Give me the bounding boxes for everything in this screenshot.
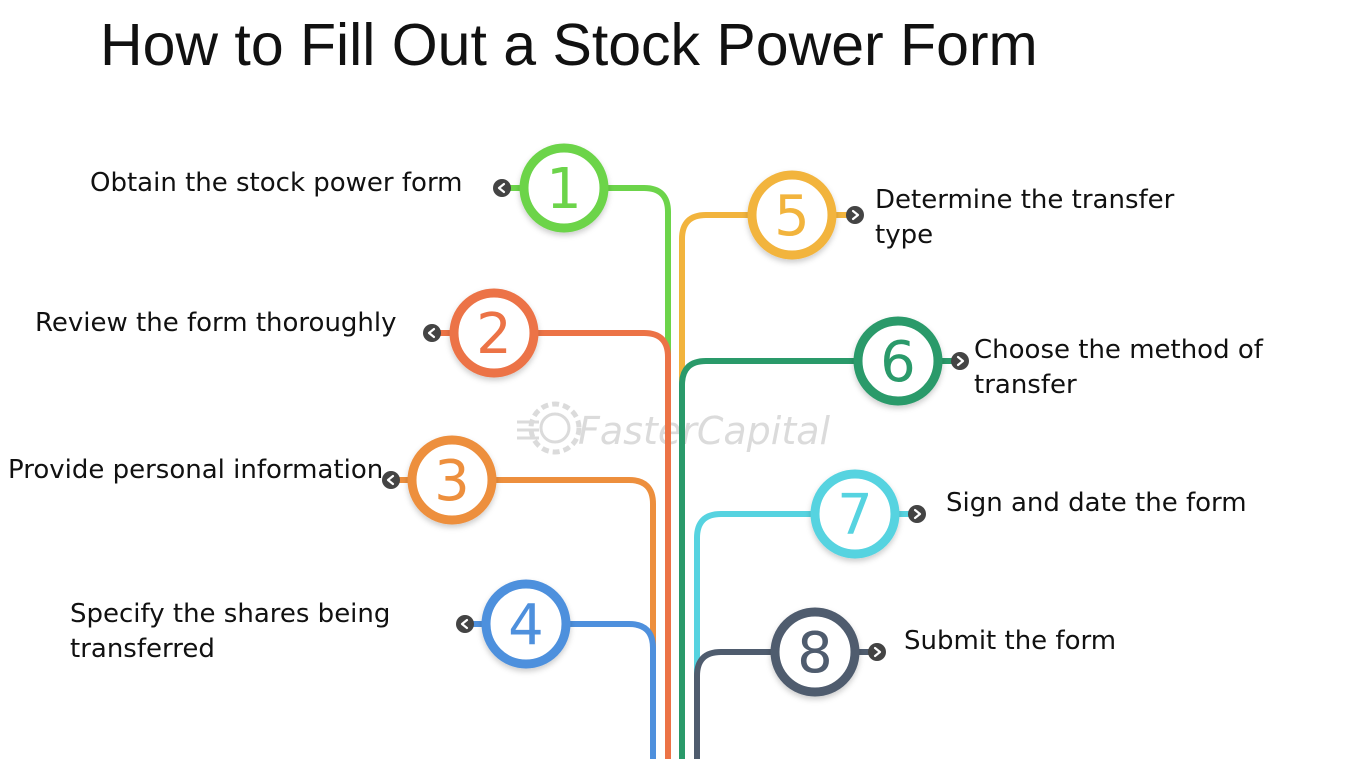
chevron-bullet-icon <box>846 206 864 224</box>
page-title: How to Fill Out a Stock Power Form <box>100 12 1038 78</box>
step-label-8: Submit the form <box>904 626 1117 656</box>
step-label-1: Obtain the stock power form <box>90 168 463 198</box>
chevron-bullet-icon <box>456 615 474 633</box>
connector-line-3 <box>492 477 656 759</box>
step-label-3: Provide personal information <box>8 455 384 485</box>
connector-line-6 <box>679 358 858 759</box>
chevron-bullet-icon <box>493 179 511 197</box>
step-node-2: 2 <box>423 288 539 378</box>
step-label-2: Review the form thoroughly <box>35 308 397 338</box>
step-number: 2 <box>476 302 512 367</box>
step-node-8: 8 <box>770 607 886 697</box>
connector-line-5 <box>679 212 752 759</box>
chevron-bullet-icon <box>868 643 886 661</box>
step-ring <box>407 435 497 525</box>
step-number: 4 <box>508 593 544 658</box>
step-node-1: 1 <box>493 143 609 233</box>
step-node-7: 7 <box>810 469 926 559</box>
step-nodes: 1 2 3 4 5 6 7 8 <box>382 143 969 697</box>
step-label-5: Determine the transfer type <box>875 185 1175 250</box>
chevron-bullet-icon <box>908 505 926 523</box>
step-label-6: Choose the method of transfer <box>974 335 1263 400</box>
step-node-6: 6 <box>853 316 969 406</box>
gear-logo-icon <box>517 401 582 455</box>
step-number: 7 <box>837 483 873 548</box>
watermark-logo: FasterCapital <box>517 401 831 455</box>
chevron-bullet-icon <box>423 324 441 342</box>
connector-line-8 <box>694 649 775 759</box>
connector-line-7 <box>694 511 815 759</box>
step-node-5: 5 <box>747 170 864 260</box>
chevron-bullet-icon <box>382 471 400 489</box>
step-node-3: 3 <box>382 435 497 525</box>
watermark-text: FasterCapital <box>578 409 831 453</box>
step-ring <box>853 316 943 406</box>
step-ring <box>770 607 860 697</box>
connector-line-1 <box>604 185 671 759</box>
step-label-7: Sign and date the form <box>946 488 1247 518</box>
connector-lines <box>492 185 858 759</box>
step-number: 3 <box>434 449 470 514</box>
connector-line-2 <box>534 330 671 759</box>
step-label-4: Specify the shares being transferred <box>70 599 391 664</box>
step-number: 6 <box>880 330 916 395</box>
chevron-bullet-icon <box>951 352 969 370</box>
step-node-4: 4 <box>456 579 571 669</box>
step-number: 5 <box>774 184 810 249</box>
step-ring <box>519 143 609 233</box>
step-ring <box>481 579 571 669</box>
step-ring <box>810 469 900 559</box>
step-number: 1 <box>546 157 582 222</box>
connector-line-4 <box>566 621 656 759</box>
step-number: 8 <box>797 621 833 686</box>
step-ring <box>747 170 837 260</box>
step-ring <box>449 288 539 378</box>
